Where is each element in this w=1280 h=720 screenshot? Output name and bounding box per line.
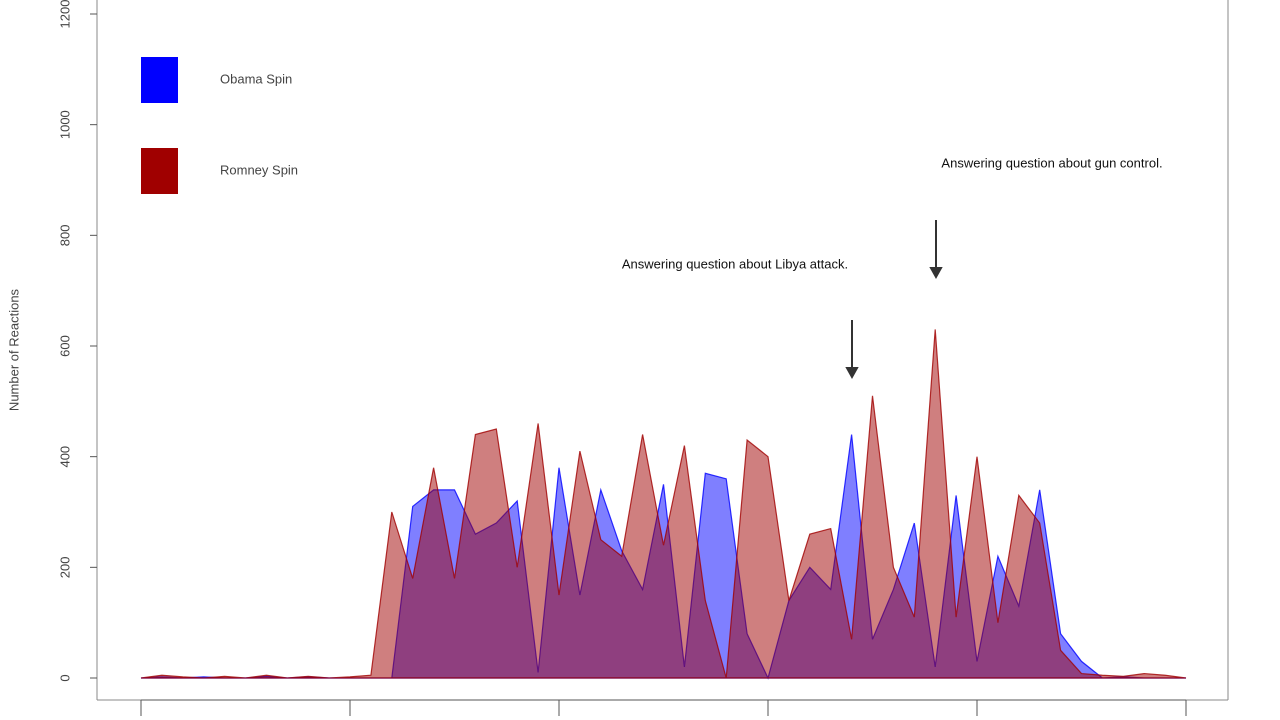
annotation: Answering question about gun control. xyxy=(941,155,1162,170)
legend-swatch xyxy=(141,148,178,194)
arrow-head xyxy=(929,267,943,280)
arrow-head xyxy=(845,367,859,380)
y-tick-label: 400 xyxy=(57,446,72,468)
legend-label: Obama Spin xyxy=(220,71,292,86)
annotation-arrows xyxy=(845,220,943,380)
y-tick-label: 200 xyxy=(57,556,72,578)
legend-label: Romney Spin xyxy=(220,162,298,177)
y-tick-label: 800 xyxy=(57,224,72,246)
y-tick-label: 1200 xyxy=(57,0,72,28)
legend-swatch xyxy=(141,57,178,103)
y-axis-label: Number of Reactions xyxy=(6,288,21,411)
annotation: Answering question about Libya attack. xyxy=(622,256,848,271)
y-tick-label: 600 xyxy=(57,335,72,357)
y-tick-label: 0 xyxy=(57,674,72,681)
area xyxy=(140,329,1187,679)
y-tick-label: 1000 xyxy=(57,110,72,139)
